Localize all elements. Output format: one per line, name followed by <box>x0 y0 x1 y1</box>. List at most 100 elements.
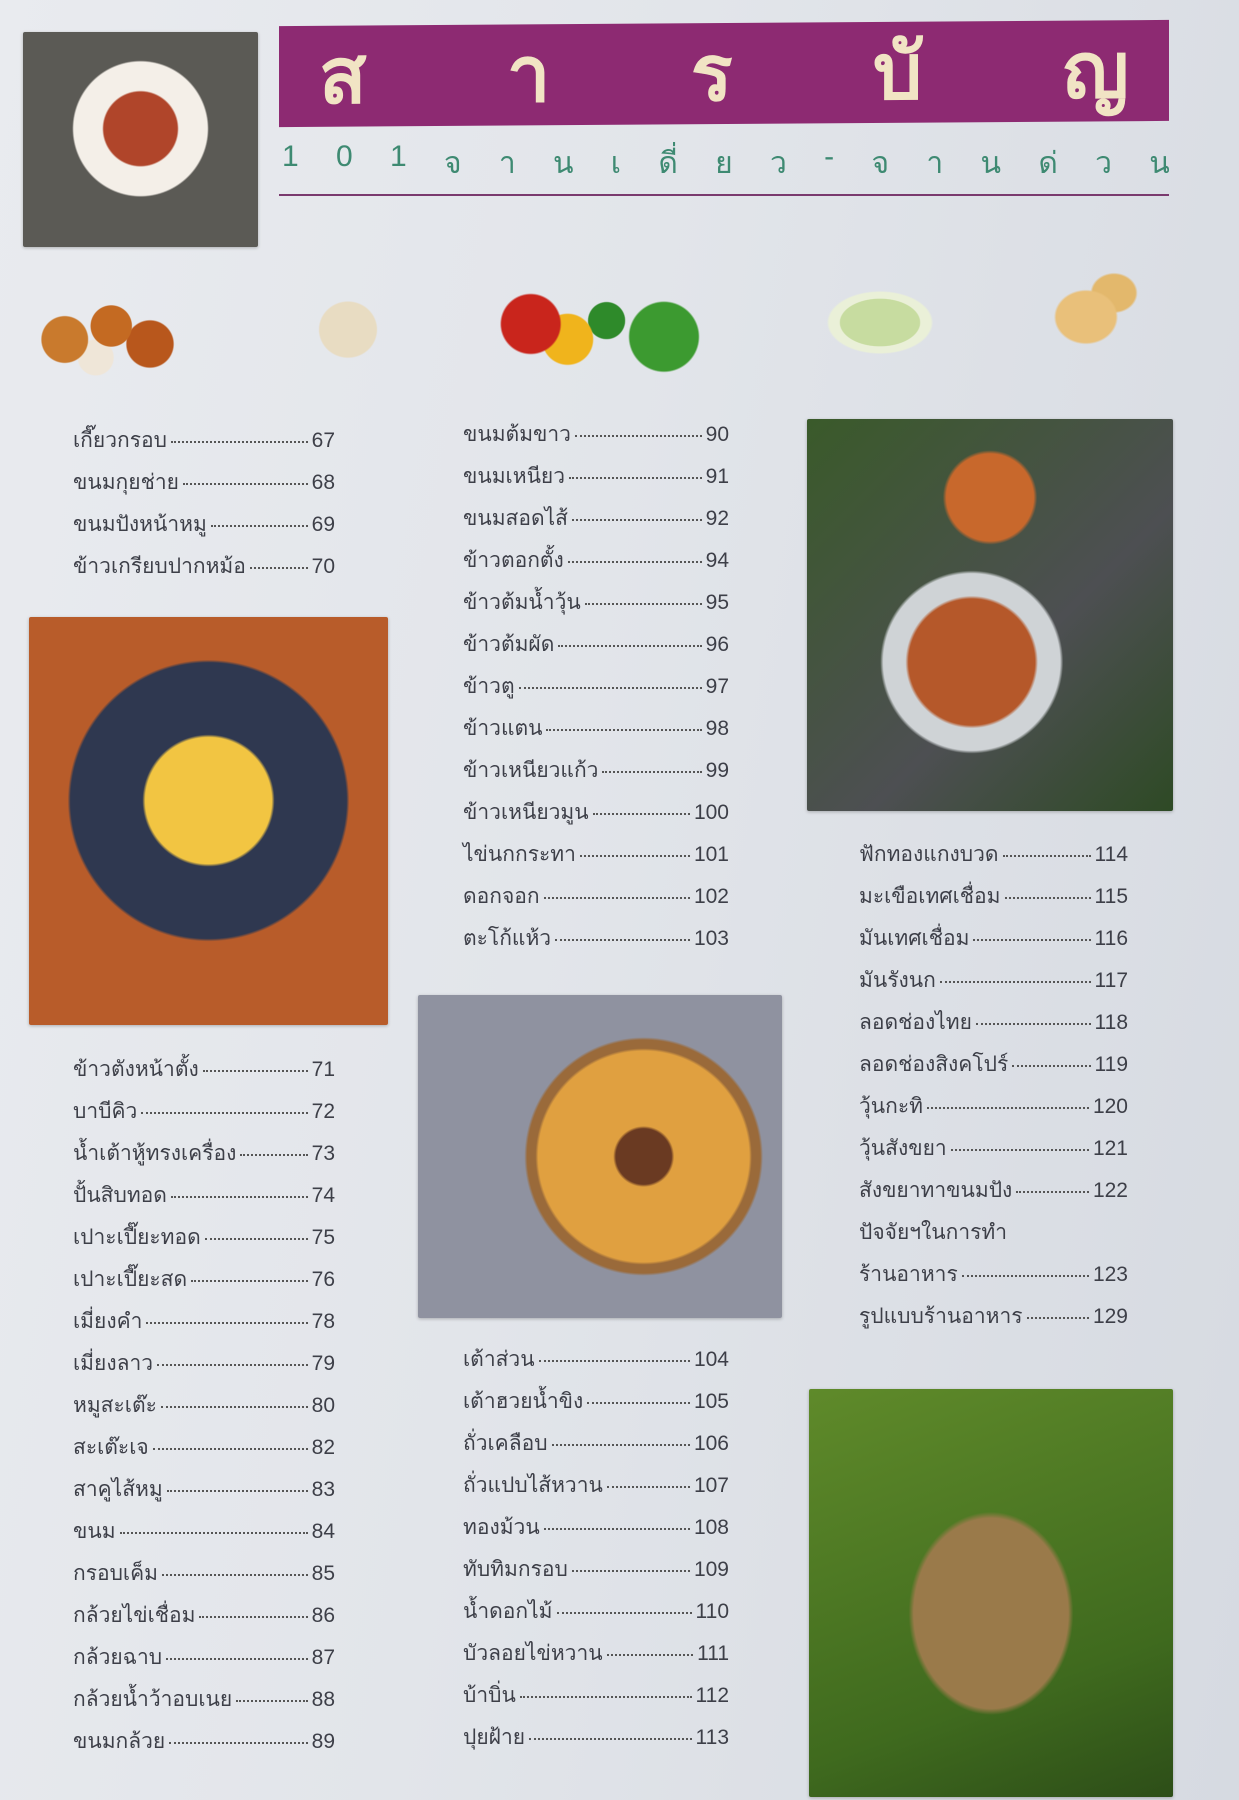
entry-title: ขนมเหนียว <box>463 465 566 488</box>
entry-page: 111 <box>697 1642 729 1665</box>
entry-title: กล้วยไข่เชื่อม <box>73 1604 196 1627</box>
toc-entry: บัวลอยไข่หวาน 111 <box>463 1637 729 1679</box>
dot-leader <box>592 813 690 815</box>
toc-entry: น้ำเต้าหู้ทรงเครื่อง 73 <box>73 1137 335 1179</box>
subtitle-char: จ <box>443 147 464 180</box>
toc-entry: เปาะเปี๊ยะสด 76 <box>73 1263 335 1305</box>
entry-title: กล้วยฉาบ <box>73 1646 163 1669</box>
toc-entry: มันเทศเชื่อม 116 <box>859 922 1128 964</box>
entry-title: หมูสะเต๊ะ <box>73 1394 157 1417</box>
dot-leader <box>1002 855 1091 857</box>
entry-title: บ้าบิ่น <box>463 1684 516 1707</box>
dot-leader <box>146 1322 308 1324</box>
toc-entry: สังขยาทาขนมปัง 122 <box>859 1174 1128 1216</box>
dot-leader <box>1026 1317 1089 1319</box>
dot-leader <box>579 855 690 857</box>
dot-leader <box>574 435 702 437</box>
toc-entry: ทับทิมกรอบ 109 <box>463 1553 729 1595</box>
subtitle-char: น <box>1149 147 1172 180</box>
subtitle-char: - <box>824 140 837 173</box>
entry-page: 68 <box>311 471 335 494</box>
toc-entry: ตะโก้แห้ว 103 <box>463 922 729 964</box>
entry-title: ข้าวต้มผัด <box>463 633 555 656</box>
dot-leader <box>606 1654 694 1656</box>
toc-entry: ลอดช่องไทย 118 <box>859 1006 1128 1048</box>
entry-title: ลอดช่องไทย <box>859 1011 972 1034</box>
entry-title: ข้าวแตน <box>463 717 543 740</box>
dot-leader <box>939 981 1091 983</box>
entry-title: ถั่วแปบไส้หวาน <box>463 1474 603 1497</box>
entry-page: 91 <box>705 465 729 488</box>
toc-entry: น้ำดอกไม้ 110 <box>463 1595 729 1637</box>
toc-list-column2-top: ขนมต้มขาว 90 ขนมเหนียว 91 ขนมสอดไส้ 92 ข้าวตอก… <box>463 418 729 964</box>
toc-entry: ถั่วเคลือบ 106 <box>463 1427 729 1469</box>
dot-leader <box>210 525 308 527</box>
entry-title: เปาะเปี๊ยะทอด <box>73 1226 201 1249</box>
dot-leader <box>926 1107 1089 1109</box>
title-letter: บั <box>872 26 923 118</box>
entry-page: 98 <box>705 717 729 740</box>
entry-page: 78 <box>311 1310 335 1333</box>
subtitle-char: เ <box>610 147 624 180</box>
candied-peanut-photo <box>807 419 1173 811</box>
subtitle-char: 1 <box>389 140 409 173</box>
header-food-photo <box>23 32 258 247</box>
toc-entry: รูปแบบร้านอาหาร 129 <box>859 1300 1128 1342</box>
dot-leader <box>170 1196 308 1198</box>
entry-page: 113 <box>695 1726 729 1749</box>
dot-leader <box>543 1528 690 1530</box>
dot-leader <box>162 1574 308 1576</box>
dot-leader <box>556 1612 692 1614</box>
dot-leader <box>606 1486 690 1488</box>
toc-entry: หมูสะเต๊ะ 80 <box>73 1389 335 1431</box>
entry-page: 95 <box>705 591 729 614</box>
entry-title: ข้าวเหนียวมูน <box>463 801 589 824</box>
dot-leader <box>1004 897 1091 899</box>
dot-leader <box>975 1023 1091 1025</box>
entry-title: ข้าวตอกตั้ง <box>463 549 564 572</box>
entry-page: 70 <box>311 555 335 578</box>
dot-leader <box>519 1696 692 1698</box>
entry-page: 80 <box>311 1394 335 1417</box>
toc-entry: กล้วยไข่เชื่อม 86 <box>73 1599 335 1641</box>
entry-title: มันรังนก <box>859 969 936 992</box>
toc-entry: กล้วยฉาบ 87 <box>73 1641 335 1683</box>
entry-page: 108 <box>693 1516 729 1539</box>
toc-entry: ข้าวต้มผัด 96 <box>463 628 729 670</box>
dot-leader <box>569 477 702 479</box>
entry-page: 89 <box>311 1730 335 1753</box>
dot-leader <box>152 1448 308 1450</box>
toc-entry: ข้าวต้มน้ำวุ้น 95 <box>463 586 729 628</box>
entry-title: น้ำดอกไม้ <box>463 1600 553 1623</box>
entry-page: 97 <box>705 675 729 698</box>
toc-entry: ขนมกุยช่าย 68 <box>73 466 335 508</box>
dot-leader <box>529 1738 692 1740</box>
toc-entry: เปาะเปี๊ยะทอด 75 <box>73 1221 335 1263</box>
dot-leader <box>543 897 690 899</box>
toc-entry: มันรังนก 117 <box>859 964 1128 1006</box>
dot-leader <box>141 1112 308 1114</box>
dot-leader <box>204 1238 308 1240</box>
entry-page: 116 <box>1094 927 1128 950</box>
entry-title: ร้านอาหาร <box>859 1263 958 1286</box>
toc-entry: ข้าวแตน 98 <box>463 712 729 754</box>
dot-leader <box>191 1280 308 1282</box>
toc-entry: ลอดช่องสิงคโปร์ 119 <box>859 1048 1128 1090</box>
dot-leader <box>602 771 702 773</box>
dot-leader <box>961 1275 1089 1277</box>
entry-title: วุ้นสังขยา <box>859 1137 947 1160</box>
subtitle-char: ดี่ <box>658 147 680 180</box>
toc-entry: ถั่วแปบไส้หวาน 107 <box>463 1469 729 1511</box>
toc-entry: ข้าวเหนียวแก้ว 99 <box>463 754 729 796</box>
entry-page: 90 <box>705 423 729 446</box>
toc-entry: ข้าวเหนียวมูน 100 <box>463 796 729 838</box>
cabbage-illustration <box>800 275 960 370</box>
entry-title: ขนมกุยช่าย <box>73 471 179 494</box>
mushroom-illustration <box>298 290 398 378</box>
toc-list-column1-top: เกี๊ยวกรอบ 67 ขนมกุยช่าย 68 ขนมปังหน้าหมู 69 ข… <box>73 424 335 592</box>
dot-leader <box>199 1616 308 1618</box>
entry-title: เปาะเปี๊ยะสด <box>73 1268 188 1291</box>
toc-entry: กรอบเค็ม 85 <box>73 1557 335 1599</box>
entry-page: 84 <box>311 1520 335 1543</box>
entry-page: 115 <box>1094 885 1128 908</box>
